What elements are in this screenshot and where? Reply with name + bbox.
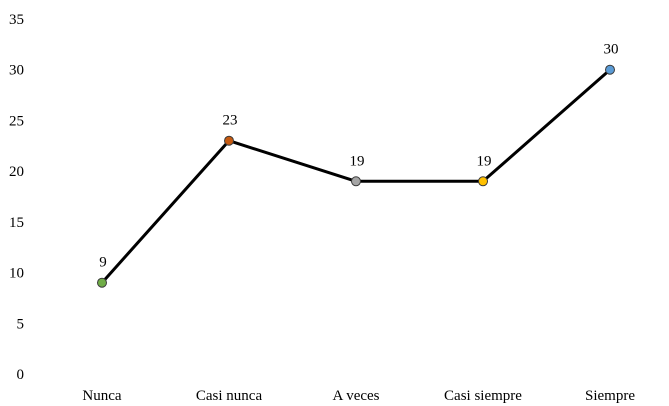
data-label: 23 <box>223 113 238 129</box>
data-point-marker <box>351 176 361 187</box>
y-tick-label: 30 <box>9 63 24 79</box>
x-category-label: Siempre <box>585 388 635 404</box>
marker-group <box>97 64 615 288</box>
data-label: 30 <box>604 42 619 58</box>
y-tick-label: 25 <box>9 113 24 129</box>
data-label: 19 <box>350 153 365 169</box>
y-axis: 0 5 10 15 20 25 30 35 <box>9 12 24 383</box>
data-point-marker <box>605 64 615 75</box>
series-line <box>100 68 612 285</box>
x-category-label: Nunca <box>82 388 121 404</box>
y-tick-label: 0 <box>17 367 25 383</box>
x-category-label: A veces <box>332 388 379 404</box>
y-tick-label: 5 <box>17 316 25 332</box>
x-category-label: Casi siempre <box>444 388 522 404</box>
y-tick-label: 20 <box>9 164 24 180</box>
data-point-marker <box>224 135 234 146</box>
y-tick-label: 15 <box>9 215 24 231</box>
data-label-group: 9 23 19 19 30 <box>99 42 618 271</box>
data-label: 19 <box>477 153 492 169</box>
x-category-label: Casi nunca <box>196 388 263 404</box>
data-label: 9 <box>99 255 107 271</box>
y-tick-label: 10 <box>9 266 24 282</box>
series-line-group <box>100 68 612 285</box>
data-point-marker <box>478 176 488 187</box>
y-tick-label: 35 <box>9 12 24 28</box>
x-axis: Nunca Casi nunca A veces Casi siempre Siempr… <box>82 388 635 404</box>
data-point-marker <box>97 277 107 288</box>
